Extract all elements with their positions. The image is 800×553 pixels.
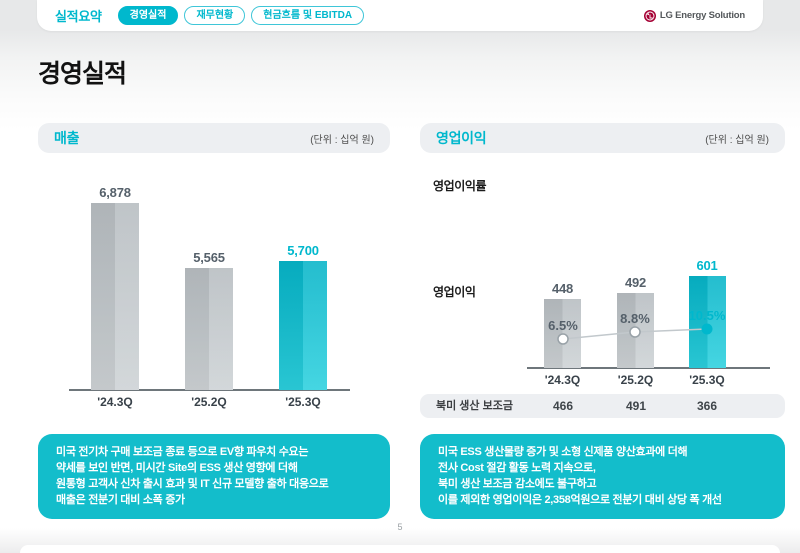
bar-value-label: 492 [624,275,647,290]
bar-value-label: 5,565 [193,250,225,265]
profit-title: 영업이익 [436,130,487,146]
page-title: 경영실적 [38,60,127,88]
commentary-line: 약세를 보인 반면, 미시간 Site의 ESS 생산 영향에 더해 [56,462,298,474]
margin-value-label: 6.5% [548,318,578,333]
margin-value-label: 8.8% [620,311,650,326]
commentary-line: 미국 ESS 생산물량 증가 및 소형 신제품 양산효과에 더해 [438,446,688,458]
bar-value-label: 448 [551,281,574,296]
commentary-line: 북미 생산 보조금 감소에도 불구하고 [438,478,597,490]
bar-'25.2Q [185,268,233,390]
page-number: 5 [397,522,403,532]
bar-value-label: 5,700 [287,243,319,258]
margin-value-label: 10.5% [688,308,726,323]
sales-commentary-box: 미국 전기차 구매 보조금 종료 등으로 EV향 파우치 수요는 약세를 보인 … [38,434,390,519]
x-axis-line [527,367,770,369]
sales-panel-header: 매출 (단위 : 십억 원) [38,123,390,153]
top-nav-bar: 실적요약 경영실적 재무현황 현금흐름 및 EBITDA LG Energy S… [37,0,763,31]
subsidy-value: 491 [625,399,647,413]
margin-trend-line [557,323,713,345]
footer-card [20,545,780,553]
bar-value-label: 6,878 [99,185,131,200]
subsidy-table-row: 북미 생산 보조금 466 491 366 [420,394,785,418]
margin-point-'25.3Q [701,323,713,335]
margin-point-'24.3Q [557,333,569,345]
commentary-line: 매출은 전분기 대비 소폭 증가 [56,494,185,506]
x-tick-label: '25.3Q [285,395,321,409]
subsidy-row-label: 북미 생산 보조금 [436,400,513,412]
sales-panel: 매출 (단위 : 십억 원) 6,878 '24.3Q 5,565 '25.2Q 5,7… [38,123,390,533]
commentary-line: 미국 전기차 구매 보조금 종료 등으로 EV향 파우치 수요는 [56,446,309,458]
tab-financial-status[interactable]: 재무현황 [184,6,246,25]
tab-cashflow-ebitda[interactable]: 현금흐름 및 EBITDA [251,6,365,25]
commentary-line: 이를 제외한 영업이익은 2,358억원으로 전분기 대비 상당 폭 개선 [438,494,722,506]
lg-symbol-icon [643,9,656,22]
operating-profit-label: 영업이익 [433,285,476,299]
x-tick-label: '25.2Q [191,395,227,409]
sales-title: 매출 [54,130,80,146]
tab-business-results[interactable]: 경영실적 [117,6,179,25]
x-tick-label: '25.2Q [617,373,654,387]
operating-profit-panel: 영업이익 (단위 : 십억 원) 영업이익률 영업이익 448 '24.3Q 492… [420,123,785,533]
x-tick-label: '24.3Q [544,373,581,387]
subsidy-value: 466 [552,399,574,413]
operating-margin-label: 영업이익률 [433,179,487,193]
logo-text: LG Energy Solution [659,10,745,21]
bar-'24.3Q [91,203,139,390]
nav-tabs: 경영실적 재무현황 현금흐름 및 EBITDA [117,6,365,25]
x-axis-line [69,389,350,391]
subsidy-value: 366 [696,399,718,413]
section-label: 실적요약 [55,9,102,24]
sales-bar-chart: 6,878 '24.3Q 5,565 '25.2Q 5,700 '25.3Q [38,153,390,409]
bar-value-label: 601 [696,258,718,273]
operating-profit-bar-chart: 448 '24.3Q 492 '25.2Q 601 '25.3Q [420,258,785,395]
x-tick-label: '25.3Q [689,373,725,387]
x-tick-label: '24.3Q [97,395,133,409]
commentary-line: 원통형 고객사 신차 출시 효과 및 IT 신규 모델향 출하 대응으로 [56,478,329,490]
lg-energy-solution-logo: LG Energy Solution [643,9,745,22]
profit-panel-header: 영업이익 (단위 : 십억 원) [420,123,785,153]
profit-commentary-box: 미국 ESS 생산물량 증가 및 소형 신제품 양산효과에 더해 전사 Cost… [420,434,785,519]
margin-point-'25.2Q [629,326,641,338]
sales-unit-label: (단위 : 십억 원) [310,134,374,146]
profit-unit-label: (단위 : 십억 원) [705,134,769,146]
bar-'25.3Q [688,276,726,368]
commentary-line: 전사 Cost 절감 활동 노력 지속으로, [438,462,596,474]
bar-'25.3Q [279,261,327,390]
